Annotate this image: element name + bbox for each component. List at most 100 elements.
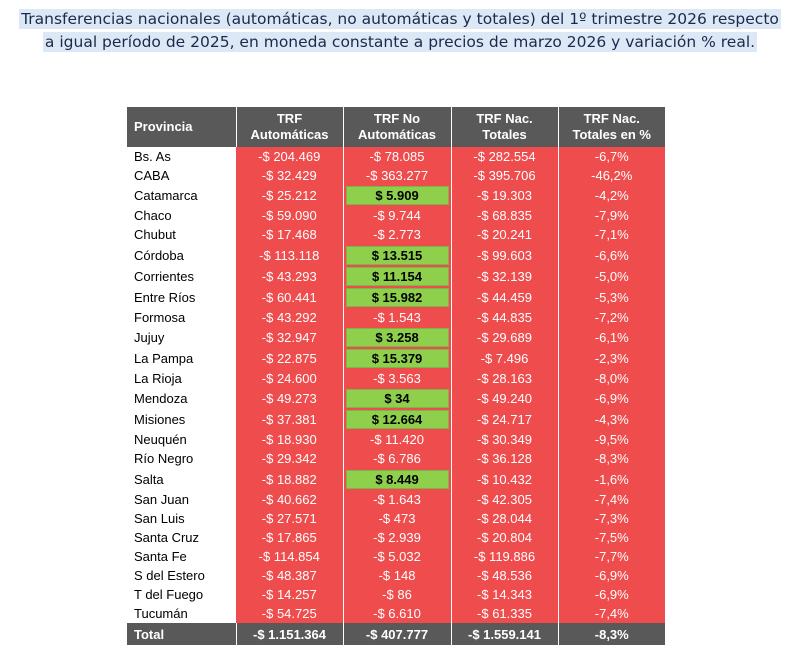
automaticas-cell: -$ 54.725 xyxy=(236,604,344,624)
provincia-cell: La Pampa xyxy=(127,347,236,370)
totales-cell: -$ 20.804 xyxy=(451,527,559,547)
provincia-cell: Formosa xyxy=(127,307,236,327)
pct-cell: -6,9% xyxy=(558,585,665,605)
no-automaticas-cell: -$ 1.643 xyxy=(343,489,452,509)
totales-cell: -$ 49.240 xyxy=(451,388,559,410)
pct-cell: -7,1% xyxy=(558,225,665,245)
automaticas-cell: -$ 29.342 xyxy=(236,449,344,469)
table-total-row: Total -$ 1.151.364 -$ 407.777 -$ 1.559.1… xyxy=(127,623,665,646)
automaticas-cell: -$ 24.600 xyxy=(236,369,344,389)
pct-cell: -8,3% xyxy=(558,449,665,469)
automaticas-cell: -$ 113.118 xyxy=(236,244,344,266)
table-header-row: Provincia TRF Automáticas TRF No Automátic… xyxy=(127,107,665,147)
automaticas-cell: -$ 204.469 xyxy=(236,147,344,167)
transfers-table: Provincia TRF Automáticas TRF No Automátic… xyxy=(127,107,665,646)
provincia-cell: Salta xyxy=(127,468,236,490)
table-row: S del Estero -$ 48.387 -$ 148 -$ 48.536 -6,9… xyxy=(127,565,665,586)
totales-cell: -$ 119.886 xyxy=(451,546,559,566)
pct-cell: -7,4% xyxy=(558,604,665,624)
totales-cell: -$ 42.305 xyxy=(451,489,559,509)
totales-cell: -$ 36.128 xyxy=(451,449,559,469)
pct-cell: -7,5% xyxy=(558,527,665,547)
title-line-1: Transferencias nacionales (automáticas, … xyxy=(19,9,781,29)
no-automaticas-cell: -$ 2.773 xyxy=(343,225,452,245)
no-automaticas-positive-cell: $ 12.664 xyxy=(343,409,452,431)
automaticas-cell: -$ 59.090 xyxy=(236,206,344,226)
pct-cell: -7,9% xyxy=(558,206,665,226)
table-row: Formosa -$ 43.292 -$ 1.543 -$ 44.835 -7,2% xyxy=(127,307,665,327)
no-automaticas-positive-cell: $ 15.982 xyxy=(343,286,452,308)
table-row: La Pampa -$ 22.875 $ 15.379 -$ 7.496 -2,3% xyxy=(127,347,665,370)
pct-cell: -4,2% xyxy=(558,185,665,207)
pct-cell: -8,0% xyxy=(558,369,665,389)
automaticas-cell: -$ 32.429 xyxy=(236,166,344,186)
pct-cell: -5,3% xyxy=(558,286,665,308)
table-row: Catamarca -$ 25.212 $ 5.909 -$ 19.303 -4,2% xyxy=(127,185,665,207)
pct-cell: -6,6% xyxy=(558,244,665,266)
automaticas-cell: -$ 43.292 xyxy=(236,307,344,327)
provincia-cell: San Juan xyxy=(127,489,236,509)
totales-cell: -$ 30.349 xyxy=(451,430,559,450)
no-automaticas-cell: -$ 1.543 xyxy=(343,307,452,327)
totales-cell: -$ 20.241 xyxy=(451,225,559,245)
total-label: Total xyxy=(127,623,237,646)
provincia-cell: S del Estero xyxy=(127,565,236,586)
no-automaticas-cell: -$ 2.939 xyxy=(343,527,452,547)
pct-cell: -7,3% xyxy=(558,508,665,528)
no-automaticas-positive-cell: $ 34 xyxy=(343,388,452,410)
page-title: Transferencias nacionales (automáticas, … xyxy=(10,8,790,54)
provincia-cell: Tucumán xyxy=(127,604,236,624)
totales-cell: -$ 44.459 xyxy=(451,286,559,308)
table-row: Chubut -$ 17.468 -$ 2.773 -$ 20.241 -7,1% xyxy=(127,225,665,245)
automaticas-cell: -$ 25.212 xyxy=(236,185,344,207)
table-row: CABA -$ 32.429 -$ 363.277 -$ 395.706 -46,2% xyxy=(127,166,665,186)
table-row: San Luis -$ 27.571 -$ 473 -$ 28.044 -7,3% xyxy=(127,508,665,528)
no-automaticas-cell: -$ 9.744 xyxy=(343,206,452,226)
table-row: Río Negro -$ 29.342 -$ 6.786 -$ 36.128 -8,3% xyxy=(127,449,665,469)
no-automaticas-positive: $ 15.982 xyxy=(345,287,449,307)
table-row: Neuquén -$ 18.930 -$ 11.420 -$ 30.349 -9,5% xyxy=(127,430,665,450)
automaticas-cell: -$ 17.865 xyxy=(236,527,344,547)
header-totales-line1: TRF Nac. xyxy=(476,111,533,126)
total-no-automaticas: -$ 407.777 xyxy=(343,623,452,646)
totales-cell: -$ 61.335 xyxy=(451,604,559,624)
total-totales: -$ 1.559.141 xyxy=(451,623,559,646)
table-row: Chaco -$ 59.090 -$ 9.744 -$ 68.835 -7,9% xyxy=(127,206,665,226)
no-automaticas-cell: -$ 3.563 xyxy=(343,369,452,389)
table-row: Mendoza -$ 49.273 $ 34 -$ 49.240 -6,9% xyxy=(127,388,665,410)
no-automaticas-positive-cell: $ 3.258 xyxy=(343,326,452,348)
provincia-cell: Mendoza xyxy=(127,388,236,410)
no-automaticas-cell: -$ 78.085 xyxy=(343,147,452,167)
provincia-cell: Santa Fe xyxy=(127,546,236,566)
table-row: T del Fuego -$ 14.257 -$ 86 -$ 14.343 -6,9% xyxy=(127,585,665,605)
header-no-automaticas: TRF No Automáticas xyxy=(343,107,452,147)
table-row: Entre Ríos -$ 60.441 $ 15.982 -$ 44.459 -5,3… xyxy=(127,286,665,308)
totales-cell: -$ 32.139 xyxy=(451,265,559,287)
pct-cell: -2,3% xyxy=(558,347,665,370)
provincia-cell: Santa Cruz xyxy=(127,527,236,547)
pct-cell: -4,3% xyxy=(558,409,665,431)
no-automaticas-positive: $ 15.379 xyxy=(345,348,449,368)
no-automaticas-cell: -$ 473 xyxy=(343,508,452,528)
totales-cell: -$ 24.717 xyxy=(451,409,559,431)
pct-cell: -6,9% xyxy=(558,565,665,586)
automaticas-cell: -$ 48.387 xyxy=(236,565,344,586)
provincia-cell: Catamarca xyxy=(127,185,236,207)
no-automaticas-positive-cell: $ 11.154 xyxy=(343,265,452,287)
header-no-automaticas-line1: TRF No xyxy=(373,111,421,126)
automaticas-cell: -$ 60.441 xyxy=(236,286,344,308)
title-line-2: a igual período de 2025, en moneda const… xyxy=(42,32,758,52)
totales-cell: -$ 282.554 xyxy=(451,147,559,167)
provincia-cell: CABA xyxy=(127,166,236,186)
total-automaticas: -$ 1.151.364 xyxy=(236,623,344,646)
totales-cell: -$ 19.303 xyxy=(451,185,559,207)
automaticas-cell: -$ 27.571 xyxy=(236,508,344,528)
header-totales-pct-line1: TRF Nac. xyxy=(583,111,640,126)
automaticas-cell: -$ 18.882 xyxy=(236,468,344,490)
table-row: Santa Fe -$ 114.854 -$ 5.032 -$ 119.886 -7,7… xyxy=(127,546,665,566)
no-automaticas-cell: -$ 5.032 xyxy=(343,546,452,566)
no-automaticas-positive-cell: $ 13.515 xyxy=(343,244,452,266)
automaticas-cell: -$ 40.662 xyxy=(236,489,344,509)
provincia-cell: Córdoba xyxy=(127,244,236,266)
header-provincia: Provincia xyxy=(127,107,237,147)
